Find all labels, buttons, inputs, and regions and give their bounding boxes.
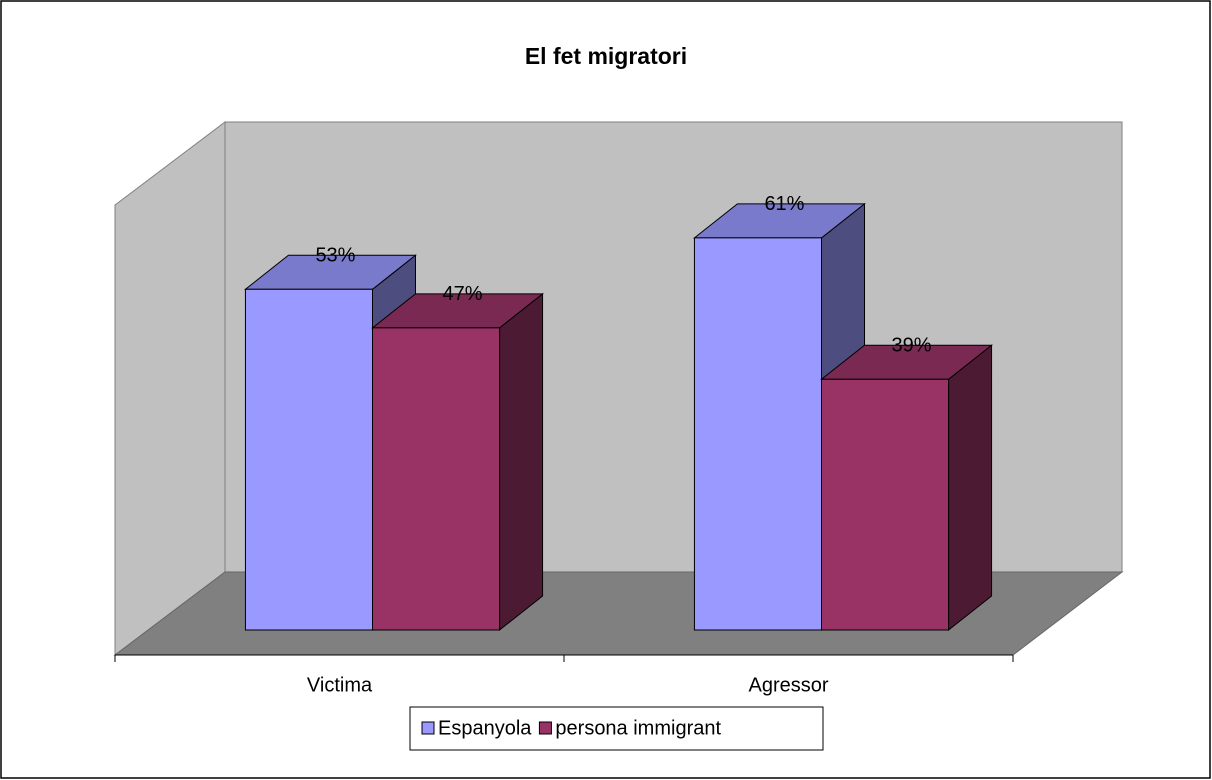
bar-side <box>499 292 544 632</box>
side-wall <box>114 120 226 657</box>
value-label: 61% <box>764 193 804 215</box>
bar-front <box>821 378 950 631</box>
bar-side <box>948 344 993 632</box>
x-tick-label: Victima <box>307 674 373 696</box>
x-tick-label: Agressor <box>748 674 828 696</box>
bar <box>820 344 994 632</box>
value-label: 39% <box>892 335 932 357</box>
legend-label: persona immigrant <box>555 717 721 739</box>
chart-title: El fet migratori <box>525 43 687 69</box>
bar <box>371 292 545 632</box>
legend-swatch <box>421 721 435 735</box>
bar-front <box>372 327 501 631</box>
value-label: 53% <box>315 245 355 267</box>
legend <box>409 706 824 751</box>
bar-front <box>244 288 373 631</box>
legend-swatch <box>538 721 552 735</box>
bars <box>243 202 994 632</box>
bar-front <box>693 237 822 631</box>
legend-label: Espanyola <box>438 717 532 739</box>
value-label: 47% <box>443 283 483 305</box>
